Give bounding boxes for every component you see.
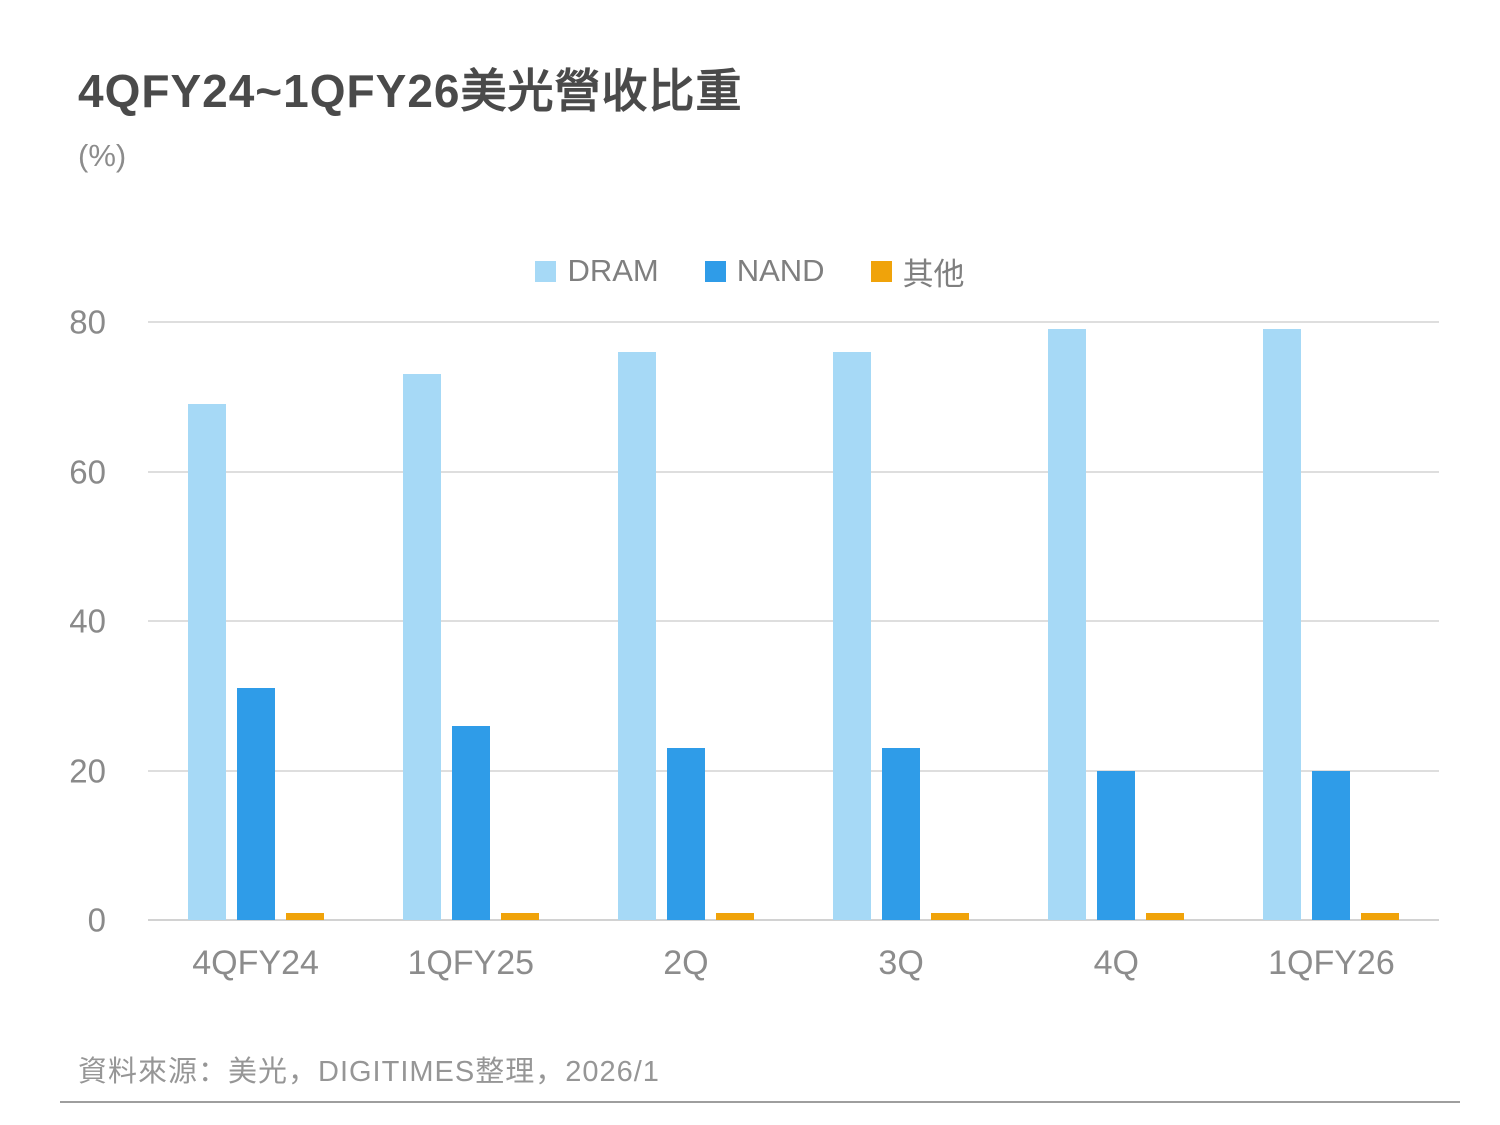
x-axis-label-1QFY26: 1QFY26 [1268,944,1395,982]
y-axis-tick-labels: 0 20 40 60 80 [0,306,106,937]
legend-item-1: NAND [704,253,825,289]
bottom-divider [60,1101,1460,1103]
legend-swatch-icon [535,260,557,282]
y-tick-label-20: 20 [69,752,106,789]
y-tick-label-40: 40 [69,602,106,640]
y-axis-unit-label: (%) [78,138,127,173]
bar-group-2Q [578,322,793,920]
bar-NAND-2Q [666,748,705,920]
bar-NAND-4QFY24 [236,688,275,920]
bar-DRAM-2Q [617,351,656,920]
bar-group-1QFY26 [1224,322,1439,920]
chart-title: 4QFY24~1QFY26美光營收比重 [78,65,743,117]
bar-其他-1QFY25 [500,912,539,920]
bar-group-1QFY25 [363,322,578,920]
gridline-40 [148,620,1439,622]
bar-NAND-1QFY26 [1312,770,1351,920]
source-note: 資料來源：美光，DIGITIMES整理，2026/1 [78,1056,660,1088]
bar-其他-1QFY26 [1361,912,1400,920]
bar-DRAM-3Q [833,351,872,920]
x-axis-label-4Q: 4Q [1093,944,1139,982]
bar-其他-4Q [1146,912,1185,920]
bar-group-4QFY24 [148,322,363,920]
bar-DRAM-4QFY24 [187,404,226,920]
bar-NAND-1QFY25 [451,725,490,920]
legend-label: 其他 [902,256,965,292]
legend-swatch-icon [704,260,726,282]
y-tick-label-80: 80 [69,303,106,341]
x-axis-label-2Q: 2Q [663,944,709,982]
bar-其他-2Q [715,912,754,920]
bar-NAND-4Q [1097,770,1136,920]
bar-其他-3Q [931,912,970,920]
x-axis-label-4QFY24: 4QFY24 [192,944,319,982]
x-axis-labels: 4QFY24 1QFY25 2Q 3Q 4Q 1QFY26 [148,944,1439,983]
x-axis-label-1QFY25: 1QFY25 [407,944,535,982]
x-axis-line [148,919,1439,921]
gridline-80 [148,321,1439,323]
legend-item-2: 其他 [870,249,965,294]
legend-label: NAND [736,253,825,288]
bar-DRAM-1QFY26 [1263,329,1302,920]
bar-group-3Q [794,322,1009,920]
bar-NAND-3Q [882,748,921,920]
x-axis-label-3Q: 3Q [878,944,924,982]
chart-legend: DRAM NAND 其他 [0,252,1500,292]
gridline-20 [148,769,1439,772]
bar-其他-4QFY24 [285,912,324,920]
bar-DRAM-4Q [1048,329,1087,920]
legend-item-0: DRAM [535,253,659,289]
y-tick-label-0: 0 [87,901,106,939]
legend-label: DRAM [567,253,659,288]
bar-groups [148,322,1439,920]
legend-swatch-icon [870,260,892,282]
y-tick-label-60: 60 [69,453,106,490]
plot-area [148,321,1439,921]
gridline-60 [148,470,1439,473]
bar-group-4Q [1009,322,1224,920]
bar-DRAM-1QFY25 [402,374,441,920]
